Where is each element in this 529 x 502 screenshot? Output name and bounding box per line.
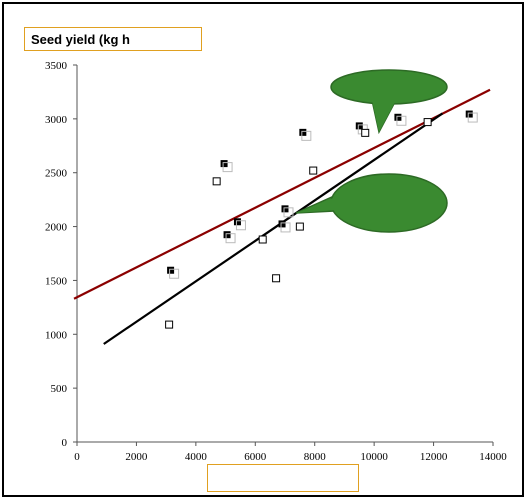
point-shadow — [301, 130, 312, 141]
filled-square-point — [465, 110, 473, 118]
open-square-point — [361, 128, 370, 137]
x-tick-label: 10000 — [360, 451, 388, 463]
filled-square-point — [223, 231, 231, 239]
x-axis-label — [207, 464, 359, 492]
y-tick-label: 1500 — [45, 275, 68, 287]
filled-square-point — [220, 160, 228, 168]
open-square-point — [423, 118, 432, 127]
open-square-point — [309, 166, 318, 175]
y-tick-label: 3500 — [45, 60, 68, 72]
x-tick-label: 6000 — [244, 451, 267, 463]
trendline — [73, 88, 491, 300]
callout-pointer-fill — [372, 100, 396, 132]
callout-pointer-fill — [296, 197, 336, 213]
data-points — [165, 110, 478, 329]
callout-bubble — [330, 173, 448, 233]
open-square-point — [212, 177, 221, 186]
x-tick-label: 2000 — [125, 451, 148, 463]
x-tick-label: 0 — [74, 451, 80, 463]
chart-title: Seed yield (kg h — [24, 27, 202, 51]
y-tick-label: 1000 — [45, 329, 68, 341]
filled-square-point — [278, 220, 286, 228]
axes: 0 2000 4000 6000 8000 10000 12000 14000 0 500 1000… — [45, 60, 507, 463]
open-square-point — [165, 320, 174, 329]
x-tick-label: 12000 — [420, 451, 448, 463]
x-tick-label: 14000 — [479, 451, 507, 463]
point-shadow — [235, 220, 246, 231]
point-shadow — [225, 233, 236, 244]
x-tick-label: 8000 — [304, 451, 327, 463]
point-shadow — [222, 162, 233, 173]
callout-bubble — [330, 69, 448, 105]
filled-square-point — [355, 122, 363, 130]
point-shadow — [280, 222, 291, 233]
trendline — [103, 112, 444, 345]
y-tick-label: 0 — [62, 437, 68, 449]
y-tick-label: 2000 — [45, 222, 68, 234]
point-shadow — [283, 207, 294, 218]
open-square-point — [295, 222, 304, 231]
point-shadow — [467, 112, 478, 123]
filled-square-point — [167, 266, 175, 274]
filled-square-point — [394, 113, 402, 121]
y-tick-label: 500 — [51, 383, 68, 395]
open-square-point — [272, 274, 281, 283]
x-tick-label: 4000 — [185, 451, 208, 463]
point-shadow — [169, 268, 180, 279]
filled-square-point — [233, 218, 241, 226]
open-square-point — [258, 235, 267, 244]
filled-square-point — [281, 205, 289, 213]
point-shadow — [396, 115, 407, 126]
callouts — [295, 69, 448, 233]
filled-square-point — [299, 128, 307, 136]
y-tick-label: 3000 — [45, 114, 68, 126]
y-tick-label: 2500 — [45, 168, 68, 180]
trendlines — [73, 88, 491, 345]
